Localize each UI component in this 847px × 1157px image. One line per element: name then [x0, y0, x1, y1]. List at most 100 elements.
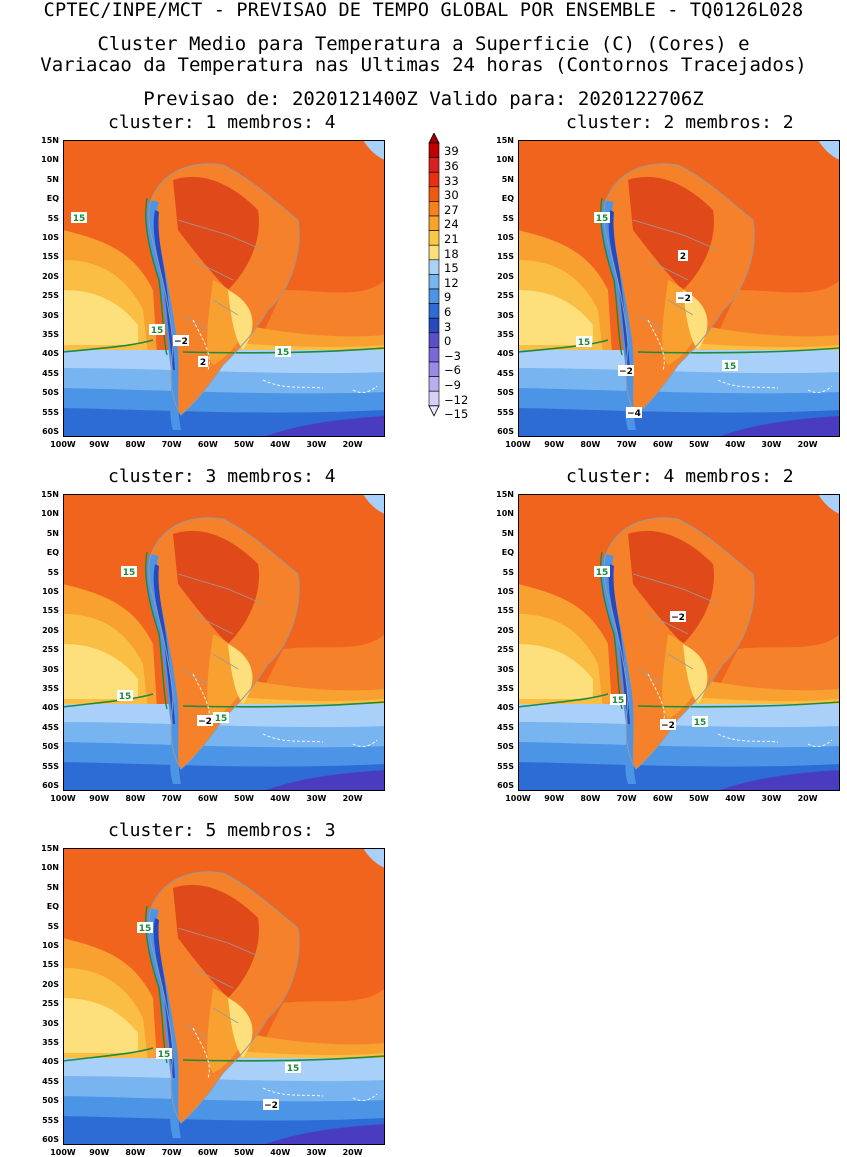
latitude-label: 10N: [41, 863, 59, 873]
longitude-label: 90W: [544, 440, 565, 449]
contour-label: −4: [627, 409, 641, 419]
latitude-label: 25S: [42, 999, 59, 1009]
longitude-label: 90W: [89, 440, 110, 449]
longitude-label: 60W: [197, 1148, 218, 1157]
longitude-label: 70W: [161, 1148, 182, 1157]
latitude-label: 15N: [41, 136, 59, 145]
latitude-label: EQ: [46, 548, 59, 558]
longitude-label: 40W: [725, 440, 746, 449]
colorbar-swatch: [428, 376, 440, 392]
latitude-label: 25S: [42, 645, 59, 655]
header-title: CPTEC/INPE/MCT - PREVISAO DE TEMPO GLOBA…: [43, 0, 804, 21]
longitude-label: 40W: [270, 794, 291, 803]
latitude-label: 50S: [42, 388, 59, 398]
longitude-label: 30W: [761, 440, 782, 449]
latitude-label: 5S: [47, 213, 59, 223]
contour-label: 15: [596, 568, 609, 578]
contour-label: 15: [215, 714, 228, 724]
colorbar-label: 33: [444, 173, 459, 188]
latitude-label: EQ: [46, 194, 59, 204]
latitude-label: 25S: [497, 645, 514, 655]
temperature-map: 15 15 15 2 −2 −2 −4: [518, 140, 840, 437]
latitude-label: 20S: [497, 271, 514, 281]
longitude-label: 40W: [725, 794, 746, 803]
latitude-label: 10S: [42, 587, 59, 596]
contour-label: 15: [123, 568, 136, 578]
longitude-label: 90W: [89, 794, 110, 803]
longitude-label: 20W: [342, 794, 363, 803]
contour-label: −2: [174, 337, 188, 347]
longitude-label: 80W: [125, 440, 146, 449]
latitude-label: 50S: [42, 742, 59, 752]
latitude-label: 10N: [41, 155, 59, 165]
colorbar-label: −15: [444, 407, 469, 422]
longitude-label: 30W: [306, 440, 327, 449]
colorbar-swatch: [428, 142, 440, 158]
colorbar-swatch: [428, 317, 440, 334]
latitude-label: 45S: [497, 722, 514, 732]
longitude-label: 70W: [616, 794, 637, 803]
latitude-label: 60S: [42, 781, 59, 790]
longitude-label: 100W: [505, 794, 531, 803]
colorbar-label: −9: [444, 377, 461, 392]
latitude-label: 35S: [42, 330, 59, 339]
latitude-label: 30S: [42, 1018, 59, 1028]
longitude-label: 30W: [306, 794, 327, 803]
colorbar-label: −3: [444, 348, 461, 363]
longitude-label: 30W: [761, 794, 782, 803]
colorbar-swatch: [428, 201, 440, 217]
map-panel: 15 15 15 −2 2 15N 10N 5N EQ 5S 10S 15S 20S 25S 30S 35S 4…: [41, 136, 385, 449]
latitude-label: 40S: [497, 703, 514, 713]
colorbar-label: −12: [444, 392, 469, 407]
panel-title: cluster: 3 membros: 4: [108, 466, 336, 487]
contour-label: −2: [671, 613, 685, 623]
latitude-label: 15S: [42, 960, 59, 970]
colorbar-legend: 39 36 33 30 27 24 21 18 15 12 9 6 3 0 −3 −6 −9 −12 −15: [426, 132, 506, 443]
colorbar-swatch: [428, 244, 440, 261]
colorbar-label: 21: [444, 231, 459, 246]
latitude-label: 10N: [496, 509, 514, 519]
latitude-label: 10S: [42, 941, 59, 950]
latitude-label: 25S: [42, 291, 59, 301]
latitude-label: 15N: [41, 490, 59, 499]
longitude-label: 80W: [125, 794, 146, 803]
longitude-label: 100W: [50, 440, 76, 449]
latitude-label: 50S: [497, 742, 514, 752]
contour-label: 15: [277, 348, 290, 358]
colorbar-swatch: [428, 288, 440, 304]
latitude-label: 5N: [501, 174, 514, 184]
contour-label: 15: [578, 338, 591, 348]
latitude-label: 40S: [42, 349, 59, 359]
map-panel: 15 15 15 −2 −2 15N 10N 5N EQ 5S 10S 15S 20S 25S 30S 35S…: [496, 490, 840, 803]
contour-label: −2: [677, 294, 691, 304]
colorbar-label: 30: [444, 188, 459, 203]
header-subtitle-line1: Cluster Medio para Temperatura a Superfi…: [97, 33, 750, 55]
latitude-label: 60S: [42, 427, 59, 436]
header-subtitle-line2: Variacao da Temperatura nas Ultimas 24 h…: [40, 54, 807, 76]
latitude-label: 50S: [497, 388, 514, 398]
latitude-label: 45S: [42, 1076, 59, 1086]
latitude-label: 15S: [497, 252, 514, 262]
latitude-label: 15S: [42, 606, 59, 616]
contour-label: 15: [139, 924, 152, 934]
colorbar-swatch: [428, 230, 440, 246]
longitude-label: 70W: [161, 440, 182, 449]
colorbar-swatch: [428, 215, 440, 231]
latitude-label: 5N: [46, 882, 59, 892]
latitude-label: 35S: [42, 1038, 59, 1047]
contour-label: 15: [158, 1050, 171, 1060]
latitude-label: 40S: [42, 703, 59, 713]
panel-title: cluster: 2 membros: 2: [566, 112, 794, 133]
longitude-label: 80W: [580, 794, 601, 803]
contour-label: 15: [612, 696, 625, 706]
latitude-label: 40S: [497, 349, 514, 359]
colorbar-label: −6: [444, 363, 461, 378]
contour-label: 2: [200, 358, 206, 368]
latitude-label: 55S: [497, 761, 514, 771]
longitude-label: 20W: [797, 440, 818, 449]
panel-title: cluster: 5 membros: 3: [108, 820, 336, 841]
latitude-label: 15N: [496, 136, 514, 145]
contour-label: 15: [596, 214, 609, 224]
